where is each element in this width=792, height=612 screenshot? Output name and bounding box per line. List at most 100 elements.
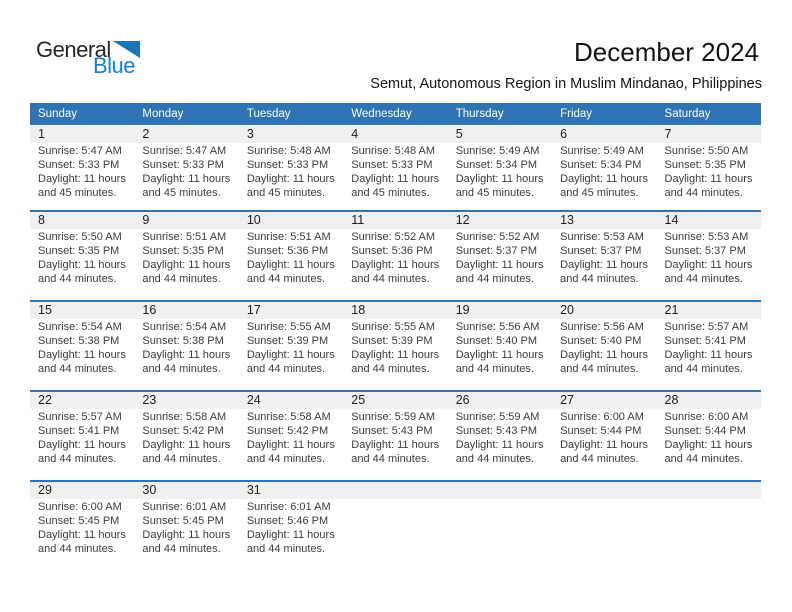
day-detail-line: Sunset: 5:33 PM — [38, 159, 120, 171]
day-detail-line: and 44 minutes. — [455, 363, 534, 375]
day-detail-line: Daylight: 11 hours — [664, 259, 753, 271]
day-number-band: 15 16 17 18 19 20 21 — [30, 302, 761, 319]
day-detail-line: and 45 minutes. — [351, 187, 430, 199]
day-number: 24 — [246, 393, 261, 407]
day-cell: Sunrise: 5:51 AM Sunset: 5:36 PM Daylight:… — [239, 230, 343, 286]
day-detail-line: and 44 minutes. — [38, 273, 117, 285]
day-cell: Sunrise: 5:49 AM Sunset: 5:34 PM Daylight:… — [448, 144, 552, 200]
day-detail-line: Daylight: 11 hours — [246, 259, 335, 271]
day-detail-line: Sunset: 5:41 PM — [38, 425, 120, 437]
day-number: 10 — [246, 213, 261, 227]
day-detail-line: and 44 minutes. — [664, 187, 743, 199]
day-detail-line: Sunrise: 5:48 AM — [246, 145, 331, 157]
day-detail-line: Daylight: 11 hours — [351, 439, 440, 451]
day-detail-line: Daylight: 11 hours — [38, 529, 126, 541]
day-detail-line: Sunset: 5:35 PM — [664, 159, 746, 171]
day-cell: Sunrise: 5:52 AM Sunset: 5:37 PM Daylight:… — [448, 230, 552, 286]
day-detail-line: Daylight: 11 hours — [142, 173, 231, 185]
day-detail-line: Sunset: 5:40 PM — [560, 335, 642, 347]
day-detail-line: and 44 minutes. — [560, 273, 639, 285]
calendar-weeks: 1 2 3 4 5 6 7 Sunrise: 5:47 AM Sunset: 5:33 PM Da… — [30, 126, 761, 570]
day-detail-line: Daylight: 11 hours — [142, 349, 231, 361]
day-detail-line: and 44 minutes. — [142, 273, 221, 285]
day-detail-line: Daylight: 11 hours — [246, 439, 335, 451]
day-cell: Sunrise: 5:48 AM Sunset: 5:33 PM Daylight:… — [239, 144, 343, 200]
logo-triangle-icon — [113, 41, 140, 58]
day-detail-line: Sunrise: 5:56 AM — [455, 321, 540, 333]
day-cell: Sunrise: 5:59 AM Sunset: 5:43 PM Daylight:… — [448, 410, 552, 466]
day-cell: Sunrise: 6:00 AM Sunset: 5:44 PM Daylight:… — [657, 410, 761, 466]
day-detail-line: Sunset: 5:33 PM — [142, 159, 224, 171]
day-detail-line: Sunset: 5:41 PM — [664, 335, 746, 347]
day-detail-line: and 44 minutes. — [246, 453, 326, 465]
day-detail-line: and 44 minutes. — [455, 453, 534, 465]
day-detail-line: Daylight: 11 hours — [142, 529, 231, 541]
day-cell: Sunrise: 5:58 AM Sunset: 5:42 PM Daylight:… — [239, 410, 343, 466]
day-cell: Sunrise: 5:57 AM Sunset: 5:41 PM Daylight:… — [657, 320, 761, 376]
day-detail-line: Sunrise: 5:47 AM — [142, 145, 227, 157]
day-detail-line: and 44 minutes. — [455, 273, 534, 285]
day-cell — [343, 500, 447, 556]
weekday-header-cell: Monday — [142, 108, 184, 120]
day-cell: Sunrise: 5:53 AM Sunset: 5:37 PM Daylight:… — [657, 230, 761, 286]
day-detail-line: and 44 minutes. — [351, 273, 430, 285]
weekday-header-cell: Friday — [560, 108, 593, 120]
general-blue-logo: General Blue — [36, 37, 140, 77]
day-detail-line: Sunrise: 6:01 AM — [246, 501, 331, 513]
day-detail-line: and 45 minutes. — [142, 187, 221, 199]
day-detail-line: Daylight: 11 hours — [142, 439, 231, 451]
day-detail-line: Sunrise: 5:50 AM — [38, 231, 122, 243]
day-number-band: 1 2 3 4 5 6 7 — [30, 126, 761, 143]
day-cell: Sunrise: 5:47 AM Sunset: 5:33 PM Daylight:… — [30, 144, 134, 200]
day-number: 18 — [351, 303, 366, 317]
day-number: 4 — [351, 127, 359, 141]
day-detail-line: Sunrise: 5:57 AM — [38, 411, 122, 423]
day-cell — [552, 500, 656, 556]
day-detail-line: Daylight: 11 hours — [664, 439, 753, 451]
location-subtitle: Semut, Autonomous Region in Muslim Minda… — [370, 76, 762, 92]
day-number: 28 — [664, 393, 679, 407]
day-cell: Sunrise: 5:55 AM Sunset: 5:39 PM Daylight:… — [239, 320, 343, 376]
day-detail-line: Daylight: 11 hours — [142, 259, 231, 271]
day-detail-line: Daylight: 11 hours — [246, 349, 335, 361]
weekday-header-cell: Tuesday — [246, 108, 291, 120]
day-number-band: 22 23 24 25 26 27 28 — [30, 392, 761, 409]
day-detail-line: Sunrise: 5:54 AM — [142, 321, 227, 333]
logo-text-general: General — [36, 37, 111, 62]
day-number: 15 — [38, 303, 52, 317]
day-number: 17 — [246, 303, 261, 317]
day-detail-line: Sunset: 5:46 PM — [246, 515, 329, 527]
day-number: 13 — [560, 213, 575, 227]
day-detail-line: Sunset: 5:38 PM — [142, 335, 224, 347]
day-detail-line: Sunset: 5:36 PM — [246, 245, 329, 257]
day-number: 19 — [455, 303, 470, 317]
day-detail-line: Sunset: 5:37 PM — [560, 245, 642, 257]
week-row: 1 2 3 4 5 6 7 Sunrise: 5:47 AM Sunset: 5:33 PM Da… — [30, 126, 761, 210]
day-detail-line: Daylight: 11 hours — [246, 529, 335, 541]
day-cell: Sunrise: 6:01 AM Sunset: 5:45 PM Daylight:… — [134, 500, 238, 556]
day-detail-line: Sunrise: 5:50 AM — [664, 145, 749, 157]
day-detail-line: Sunset: 5:45 PM — [38, 515, 120, 527]
day-cells-row: Sunrise: 5:50 AM Sunset: 5:35 PM Daylight:… — [30, 230, 761, 286]
day-detail-line: Sunset: 5:37 PM — [664, 245, 746, 257]
day-detail-line: Daylight: 11 hours — [38, 349, 126, 361]
day-detail-line: and 45 minutes. — [38, 187, 117, 199]
week-row: 15 16 17 18 19 20 21 Sunrise: 5:54 AM Sunset: 5:… — [30, 300, 761, 390]
day-cell: Sunrise: 6:00 AM Sunset: 5:45 PM Daylight:… — [30, 500, 134, 556]
day-detail-line: Sunrise: 5:51 AM — [246, 231, 331, 243]
day-number: 9 — [142, 213, 150, 227]
day-cell: Sunrise: 5:56 AM Sunset: 5:40 PM Daylight:… — [552, 320, 656, 376]
day-number: 26 — [455, 393, 470, 407]
day-detail-line: Sunrise: 6:01 AM — [142, 501, 227, 513]
day-detail-line: Sunset: 5:35 PM — [38, 245, 120, 257]
day-detail-line: Sunset: 5:33 PM — [246, 159, 329, 171]
day-number: 27 — [560, 393, 575, 407]
day-detail-line: Sunrise: 5:59 AM — [351, 411, 436, 423]
day-cells-row: Sunrise: 5:57 AM Sunset: 5:41 PM Daylight:… — [30, 410, 761, 466]
day-detail-line: Sunset: 5:42 PM — [246, 425, 329, 437]
day-number: 14 — [664, 213, 679, 227]
day-cell — [657, 500, 761, 556]
day-detail-line: and 44 minutes. — [664, 273, 743, 285]
day-detail-line: Sunset: 5:36 PM — [351, 245, 433, 257]
day-detail-line: and 44 minutes. — [664, 363, 743, 375]
